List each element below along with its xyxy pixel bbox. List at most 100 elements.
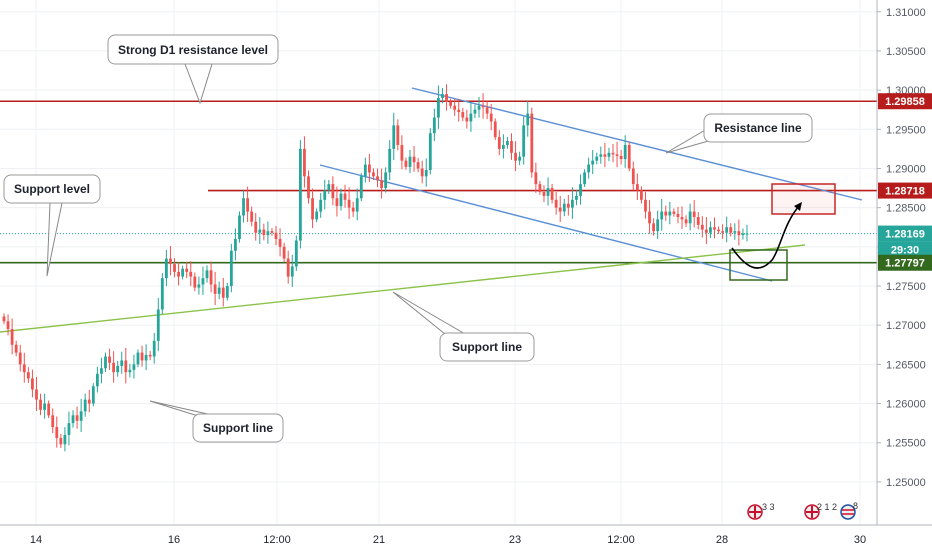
candle-body — [737, 231, 741, 236]
candle-body — [623, 144, 627, 160]
callout-resistance-line[interactable]: Resistance line — [665, 113, 813, 154]
callout-strong-resistance[interactable]: Strong D1 resistance level — [107, 34, 279, 105]
candle-body — [246, 198, 249, 212]
y-tick-label: 1.26500 — [886, 359, 926, 371]
candle-body — [205, 270, 209, 279]
uk-flag-icon[interactable] — [804, 504, 820, 520]
candle-body — [95, 373, 99, 387]
candle-body — [518, 156, 522, 161]
y-tick-label: 1.31000 — [886, 7, 926, 19]
candle-body — [453, 105, 457, 110]
y-tick-label: 1.26000 — [886, 399, 926, 411]
resistance-target-box[interactable] — [771, 183, 836, 215]
candle-body — [181, 268, 185, 277]
candle-body — [128, 369, 132, 373]
candle-body — [221, 287, 225, 298]
candle-body — [217, 287, 221, 294]
current-price-badge-text: 1.28169 — [885, 229, 925, 241]
candle-body — [225, 286, 229, 298]
x-tick-label: 14 — [30, 534, 42, 546]
candle-body — [538, 184, 542, 192]
uk-flag-icon[interactable] — [747, 504, 763, 520]
event-count-1: 3 3 — [762, 502, 775, 512]
candle-body — [319, 199, 323, 212]
candle-body — [274, 232, 278, 239]
candle-body — [437, 97, 440, 118]
candle-body — [388, 148, 392, 173]
us-flag-icon[interactable] — [840, 504, 856, 520]
strong-resistance-label: Strong D1 resistance level — [118, 43, 268, 57]
candle-body — [359, 176, 363, 199]
candle-body — [546, 188, 550, 196]
candle-body — [530, 113, 534, 173]
candle-body — [497, 137, 501, 149]
candle-body — [554, 199, 558, 208]
resistance-mid-badge — [878, 182, 932, 199]
candle-body — [640, 190, 643, 200]
candle-body — [595, 156, 599, 161]
rising-support-line[interactable] — [0, 244, 806, 333]
candle-body — [270, 231, 274, 233]
support-level-label: Support level — [14, 182, 90, 196]
candle-body — [108, 356, 111, 363]
candle-body — [39, 399, 42, 410]
candle-body — [729, 227, 733, 233]
candle-body — [635, 184, 639, 191]
candle-body — [522, 125, 526, 157]
candle-body — [63, 434, 67, 445]
candle-body — [51, 415, 55, 428]
candle-body — [258, 229, 262, 233]
support-channel-line[interactable] — [319, 164, 773, 282]
candle-body — [583, 172, 586, 185]
candle-body — [104, 356, 107, 369]
y-tick-label: 1.25000 — [886, 477, 926, 489]
candle-body — [449, 101, 452, 106]
candle-body — [461, 112, 465, 118]
candle-body — [550, 188, 554, 200]
candle-body — [575, 195, 578, 200]
candle-body — [234, 238, 237, 251]
candle-body — [120, 360, 124, 366]
callout-support-level[interactable]: Support level — [3, 174, 101, 277]
candle-body — [368, 164, 371, 173]
candle-body — [294, 240, 298, 267]
x-tick-label: 12:00 — [263, 534, 291, 546]
candle-body — [428, 133, 432, 171]
candle-body — [124, 360, 128, 373]
candle-body — [611, 152, 615, 155]
projection-arrow-head — [794, 202, 802, 211]
candle-body — [432, 117, 436, 134]
x-tick-label: 28 — [716, 534, 728, 546]
candle-body — [404, 160, 408, 167]
candle-body — [169, 258, 172, 265]
candle-body — [18, 352, 22, 365]
candle-body — [303, 148, 306, 177]
callout-support-line-left[interactable]: Support line — [149, 400, 284, 443]
candle-body — [506, 141, 509, 145]
candle-body — [644, 199, 647, 212]
support-line-label-center: Support line — [452, 340, 522, 354]
callout-support-line-center[interactable]: Support line — [392, 291, 535, 362]
candle-body — [112, 362, 116, 373]
candle-body — [238, 215, 241, 239]
candle-body — [355, 198, 359, 212]
candle-body — [445, 94, 448, 102]
candle-body — [160, 278, 164, 310]
current-price-badge — [878, 225, 932, 242]
candle-body — [745, 233, 749, 235]
candle-body — [684, 219, 688, 224]
candle-body — [323, 190, 327, 200]
candle-body — [177, 271, 180, 277]
candle-body — [676, 213, 680, 218]
event-markers[interactable]: 3 3 2 1 2 8 — [747, 501, 858, 520]
candle-body — [534, 172, 538, 185]
candle-body — [493, 121, 497, 138]
candle-body — [542, 191, 546, 196]
candle-body — [43, 403, 46, 410]
candle-body — [384, 172, 388, 189]
support-target-box[interactable] — [729, 249, 788, 281]
candle-body — [250, 211, 254, 222]
price-badges: 1.29858 1.28718 1.28169 29:301.27797 — [878, 93, 932, 271]
